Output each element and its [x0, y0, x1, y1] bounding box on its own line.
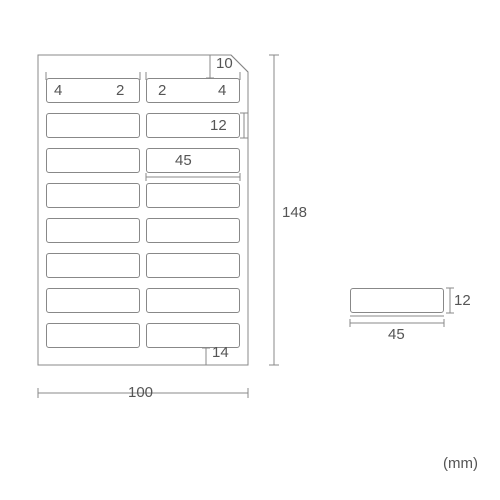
sheet-label	[146, 288, 240, 313]
dim-sheet-height-text: 148	[282, 204, 307, 221]
side-sample-label	[350, 288, 444, 313]
sheet-label	[146, 253, 240, 278]
dim-bottom-margin-text: 14	[212, 344, 229, 361]
sheet-label	[46, 253, 140, 278]
sheet-label	[146, 218, 240, 243]
sheet-label	[46, 148, 140, 173]
dim-gutter-left: 2	[116, 82, 124, 99]
sheet-label	[46, 183, 140, 208]
unit-label: (mm)	[443, 455, 478, 472]
svg-overlay	[0, 0, 500, 500]
dim-sample-width-text: 45	[388, 326, 405, 343]
dim-side-margin-left: 4	[54, 82, 62, 99]
dim-sample-height-text: 12	[454, 292, 471, 309]
dim-label-width-text: 45	[175, 152, 192, 169]
sheet-label	[46, 323, 140, 348]
dim-side-margin-right: 4	[218, 82, 226, 99]
dim-gutter-right: 2	[158, 82, 166, 99]
dim-sheet-width-text: 100	[128, 384, 153, 401]
sheet-label	[46, 113, 140, 138]
sheet-label	[146, 148, 240, 173]
sheet-label	[46, 288, 140, 313]
sheet-label	[146, 183, 240, 208]
diagram-stage: 10 4 2 2 4 12 45 148 14 100 12 45 (mm)	[0, 0, 500, 500]
sheet-label	[46, 218, 140, 243]
dim-label-height-text: 12	[210, 117, 227, 134]
dim-top-margin-text: 10	[216, 55, 233, 72]
